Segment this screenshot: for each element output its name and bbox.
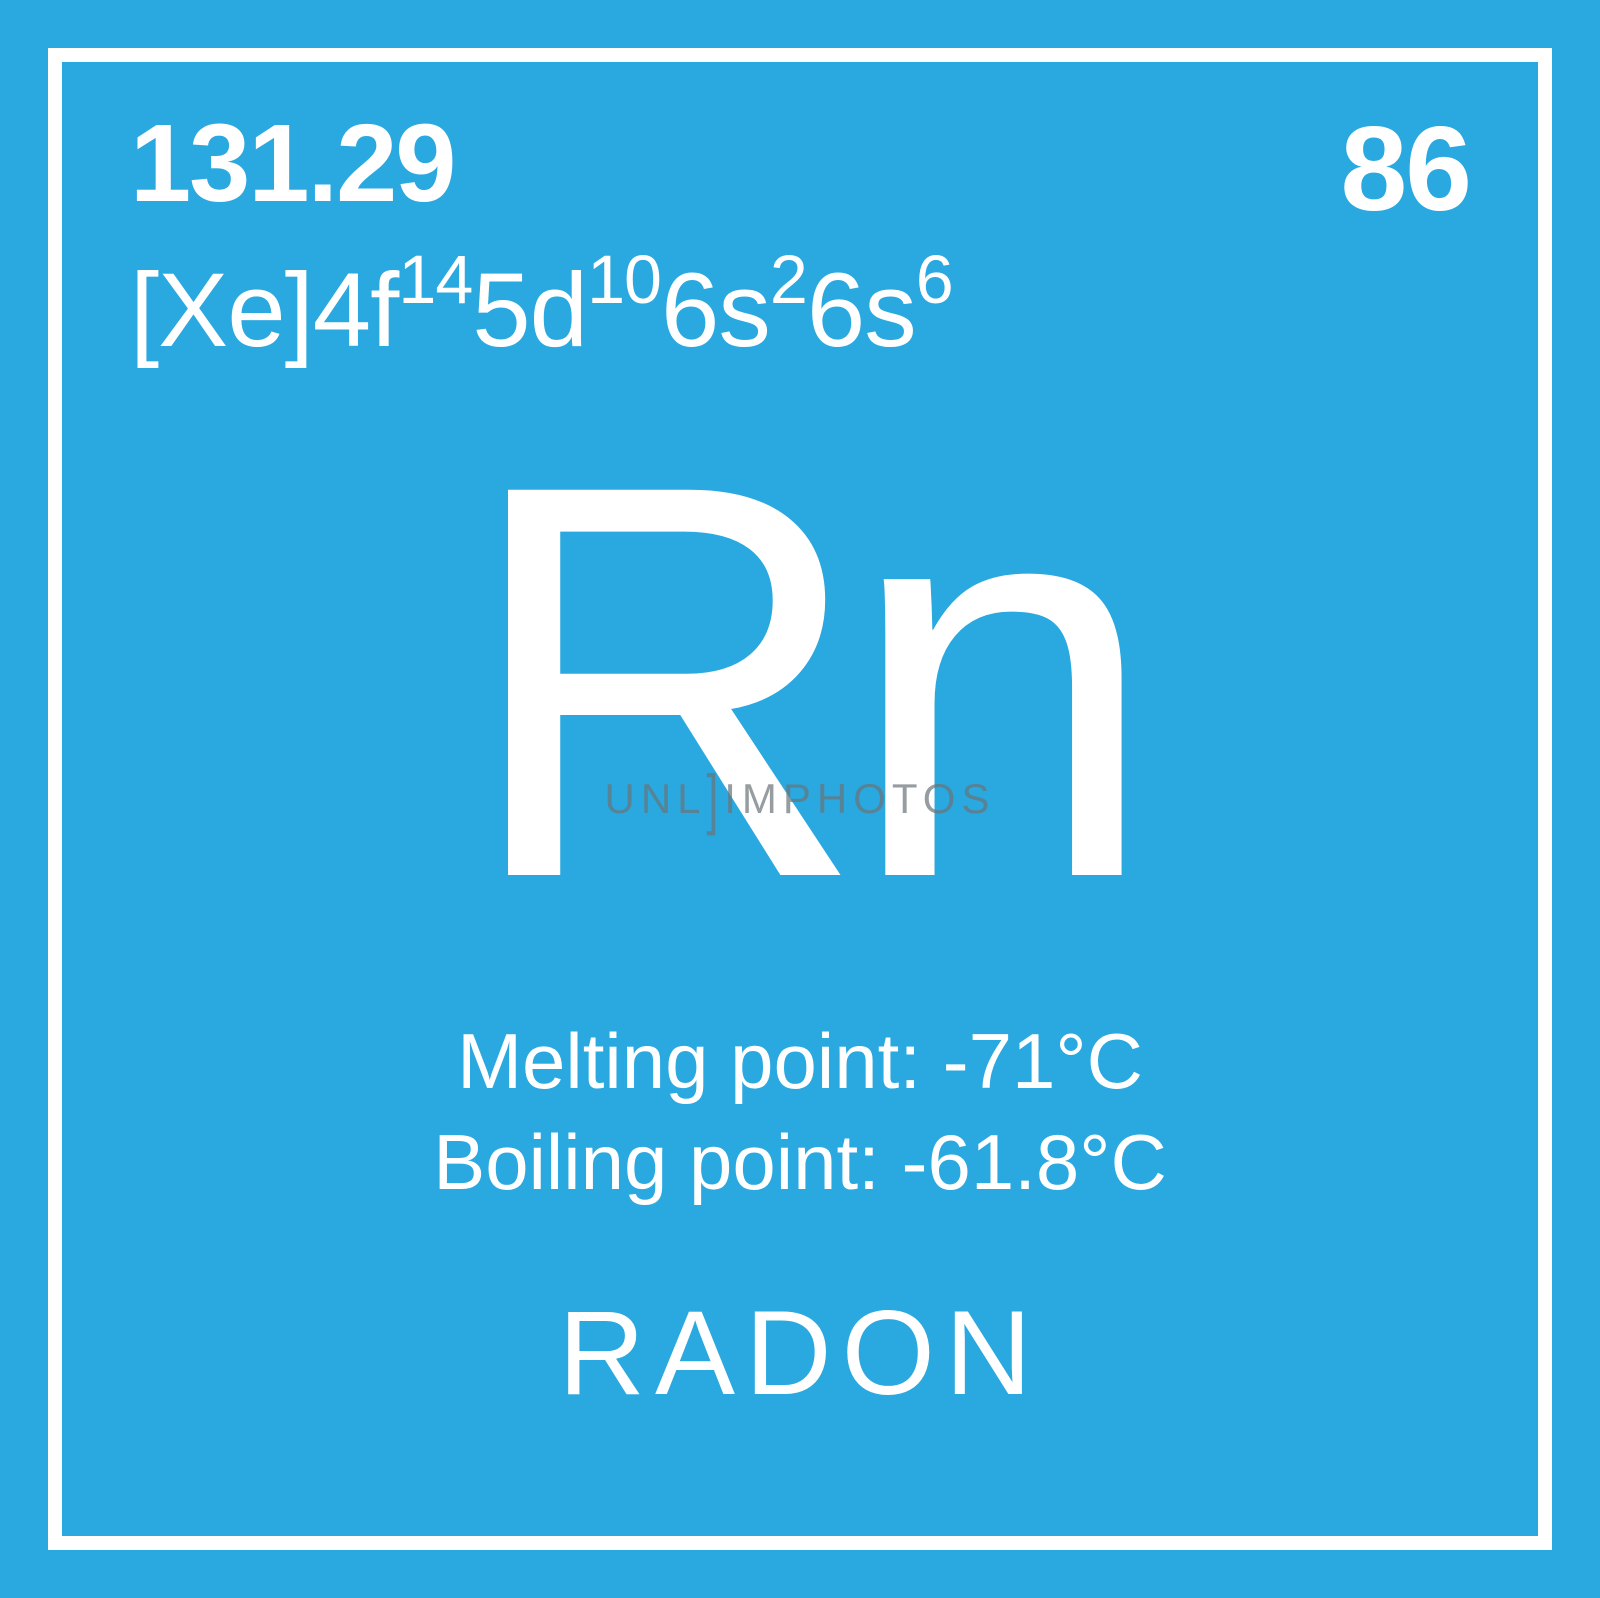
watermark-right: IMPHOTOS xyxy=(724,775,995,822)
watermark-left: UNL xyxy=(605,775,707,822)
element-tile: 131.29 86 [Xe]4f145d106s26s6 Rn Melting … xyxy=(0,0,1600,1598)
orbital-exponent: 10 xyxy=(587,242,661,318)
watermark: UNL]IMPHOTOS xyxy=(605,775,996,823)
orbital-exponent: 6 xyxy=(916,242,953,318)
orbital-exponent: 14 xyxy=(398,242,472,318)
watermark-divider-icon: ] xyxy=(707,761,725,838)
orbital-exponent: 2 xyxy=(770,242,807,318)
